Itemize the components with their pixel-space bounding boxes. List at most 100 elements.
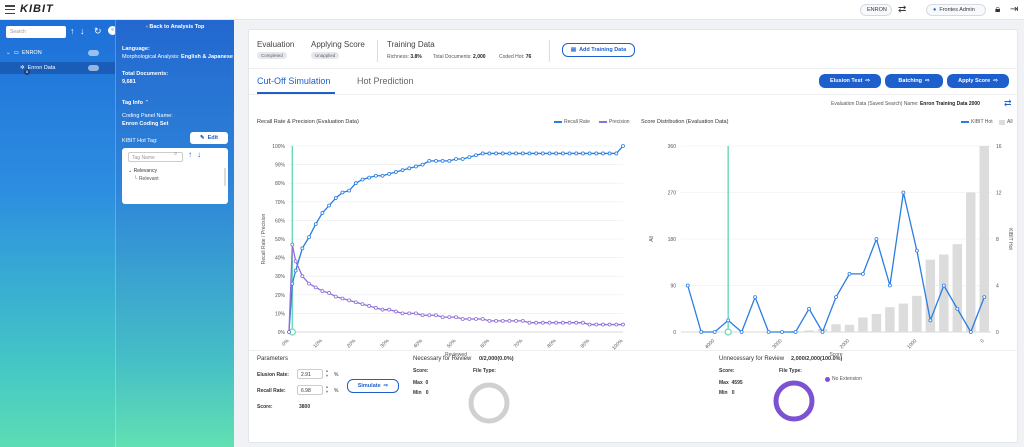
logout-icon[interactable]: ⇥ <box>1010 4 1019 15</box>
precision-point <box>601 322 605 327</box>
recall-point <box>567 151 572 156</box>
batching-button[interactable]: Batching ⇨ <box>885 74 943 88</box>
elusion-test-button[interactable]: Elusion Test ⇨ <box>819 74 881 88</box>
y-tick-label: 10% <box>275 311 286 317</box>
recall-point <box>340 190 345 195</box>
precision-point <box>393 309 398 314</box>
kibit-hot-point <box>901 190 906 195</box>
recall-point <box>300 246 305 251</box>
count-badge: 8 <box>24 69 30 75</box>
precision-point <box>607 322 612 327</box>
tag-search-input[interactable]: Tag Name <box>128 152 183 162</box>
recall-point <box>500 151 505 156</box>
menu-icon[interactable] <box>5 5 15 14</box>
simulate-button[interactable]: Simulate ⇨ <box>347 379 399 393</box>
hot-tag-label: KIBIT Hot Tag: <box>122 138 158 144</box>
kibit-hot-point <box>914 248 919 253</box>
sort-down-icon[interactable]: ↓ <box>80 26 85 36</box>
analysis-card: Evaluation Completed Applying Score Unap… <box>248 29 1019 443</box>
precision-point <box>347 298 352 303</box>
evaluation-status: Completed <box>257 52 287 59</box>
bar <box>858 317 868 332</box>
recall-point <box>420 162 425 167</box>
precision-point <box>540 320 545 325</box>
recall-point <box>373 173 378 178</box>
apply-score-button[interactable]: Apply Score ⇨ <box>947 74 1009 88</box>
precision-point <box>447 315 452 320</box>
search-input[interactable]: Search <box>6 26 66 38</box>
refresh-icon[interactable]: ↻ <box>94 26 102 36</box>
bar <box>912 295 922 332</box>
evaluation-data-name: Evaluation Data (Saved Search) Name: Enr… <box>831 101 980 107</box>
precision-point <box>480 317 485 321</box>
kibit-hot-point <box>941 283 946 288</box>
search-icon[interactable]: ⌕ <box>174 151 178 157</box>
kibit-hot-point <box>793 330 798 334</box>
tag-info-heading[interactable]: Tag Info ⌃ <box>122 100 150 106</box>
unnecessary-max: Max 4595 <box>719 380 743 386</box>
y2-tick-label: 8 <box>996 237 999 243</box>
scrollbar[interactable] <box>224 168 226 186</box>
sort-up-icon[interactable]: ↑ <box>70 26 75 36</box>
precision-point <box>547 320 552 325</box>
collapse-icon[interactable]: « <box>108 26 117 35</box>
y-tick-label: 360 <box>668 144 677 150</box>
y-tick-label: 60% <box>275 218 286 224</box>
tab-cut-off-simulation[interactable]: Cut-Off Simulation <box>257 76 331 86</box>
precision-point <box>407 311 412 316</box>
necessary-max: Max 0 <box>413 380 429 386</box>
sort-down-icon[interactable]: ↓ <box>197 150 201 159</box>
recall-point <box>347 188 352 193</box>
training-data-label: Training Data <box>387 40 435 49</box>
y2-axis-label: KIBIT Hot <box>1007 228 1013 250</box>
lock-icon[interactable]: 🔒︎ <box>995 4 1001 15</box>
add-training-data-button[interactable]: ▤ Add Training Data <box>562 43 635 57</box>
tab-hot-prediction[interactable]: Hot Prediction <box>357 76 414 86</box>
y-tick-label: 0% <box>278 330 286 336</box>
tag-tree-parent[interactable]: ⌄ Relevancy <box>128 168 157 174</box>
swap-icon[interactable]: ⇄ <box>1004 98 1012 108</box>
tree-item-enron-data[interactable]: ✲ Enron Data <box>0 62 115 74</box>
edit-button[interactable]: ✎ Edit <box>190 132 228 144</box>
coded-hot: Coded Hot: 76 <box>499 54 532 60</box>
recall-point <box>474 153 478 158</box>
app-logo: KIBIT <box>20 3 54 15</box>
precision-point <box>614 322 619 327</box>
precision-point <box>353 300 358 305</box>
precision-point <box>574 320 579 325</box>
elusion-stepper[interactable]: ▲ ▼ <box>325 368 329 378</box>
kibit-hot-point <box>834 295 838 300</box>
percent-unit: % <box>334 372 339 378</box>
y-tick-label: 20% <box>275 293 286 299</box>
precision-point <box>467 317 472 321</box>
score-label: Score: <box>257 404 273 410</box>
tag-tree-child[interactable]: └ Relevant <box>134 176 159 182</box>
swap-icon[interactable]: ⇄ <box>898 4 907 15</box>
project-selector[interactable]: ENRON <box>860 4 892 16</box>
recall-rate-input[interactable]: 6.98 <box>297 385 323 395</box>
divider <box>377 40 378 62</box>
kibit-hot-point <box>766 330 771 334</box>
y-tick-label: 40% <box>275 256 286 262</box>
bar <box>831 324 841 332</box>
analysis-detail-panel: ‹ Back to Analysis Top Language: Morphol… <box>115 20 234 447</box>
necessary-score-label: Score: <box>413 368 429 374</box>
back-link[interactable]: ‹ Back to Analysis Top <box>146 24 205 30</box>
recall-stepper[interactable]: ▲ ▼ <box>325 384 329 394</box>
recall-point <box>594 151 599 156</box>
user-menu[interactable]: ● Frontes Admin <box>926 4 986 16</box>
elusion-rate-input[interactable]: 2.91 <box>297 369 323 379</box>
y-tick-label: 180 <box>668 237 677 243</box>
precision-point <box>514 318 519 323</box>
kibit-hot-point <box>726 318 731 323</box>
sort-up-icon[interactable]: ↑ <box>188 150 192 159</box>
x-tick-label: 70% <box>513 338 525 350</box>
recall-point <box>607 151 612 156</box>
tree-item-enron[interactable]: ⌄ ▭ ENRON <box>0 47 115 59</box>
coding-panel-label: Coding Panel Name: <box>122 113 173 119</box>
y2-tick-label: 4 <box>996 284 999 290</box>
bar <box>885 307 895 332</box>
x-tick-label: 40% <box>413 338 425 350</box>
precision-point <box>300 274 305 279</box>
necessary-min: Min 0 <box>413 390 429 396</box>
